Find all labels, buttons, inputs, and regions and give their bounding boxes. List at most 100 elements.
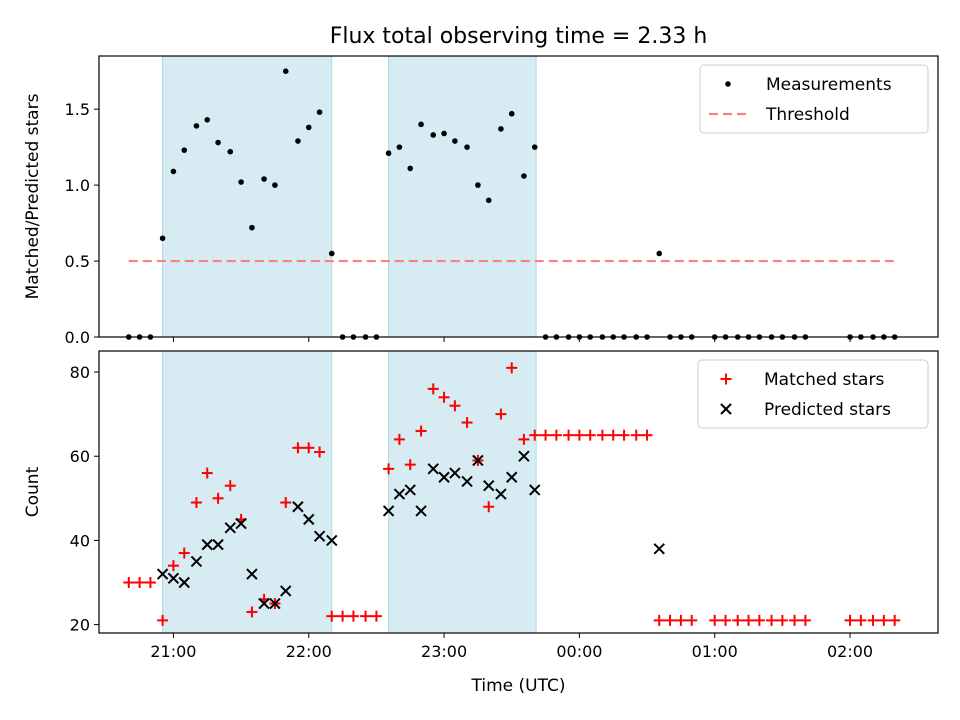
data-point: [475, 182, 481, 188]
top-panel: 0.0 0.5 1.0 1.5 Matched/Predicted stars Measu…: [23, 55, 939, 347]
data-point: [178, 576, 190, 589]
data-point: [235, 517, 247, 530]
x-tick-label: 22:00: [286, 642, 332, 661]
data-point: [201, 467, 213, 479]
data-point: [215, 139, 221, 146]
data-point: [427, 383, 439, 395]
data-point: [190, 497, 202, 509]
data-point: [732, 614, 744, 626]
data-point: [313, 530, 326, 542]
data-point: [630, 429, 642, 441]
data-point: [449, 400, 461, 412]
data-point: [201, 538, 213, 551]
data-point: [157, 614, 169, 626]
x-axis-label: Time (UTC): [471, 676, 566, 696]
data-point: [316, 109, 323, 115]
data-point: [498, 126, 504, 132]
panel1-y-tick-label: 0.5: [65, 252, 90, 271]
data-point: [314, 446, 326, 458]
data-point: [370, 610, 382, 622]
data-point: [167, 560, 179, 572]
data-point: [506, 362, 518, 374]
data-point: [653, 543, 665, 555]
data-point: [280, 585, 292, 597]
data-point-b: [506, 471, 518, 483]
data-point: [867, 614, 879, 626]
panel2-series-predicted-stars: [156, 450, 665, 610]
data-point-b: [461, 475, 473, 488]
data-point: [495, 488, 507, 500]
panel2-legend-box: [697, 359, 929, 429]
legend-label: Matched stars: [764, 370, 884, 390]
data-point: [292, 442, 304, 454]
data-point: [238, 179, 244, 185]
data-point-b: [201, 538, 213, 551]
data-point: [563, 429, 575, 441]
data-point: [303, 513, 315, 526]
data-point: [181, 147, 188, 153]
data-point: [326, 610, 338, 622]
data-point: [144, 576, 156, 588]
data-point: [212, 492, 224, 504]
legend-marker: [720, 403, 732, 415]
panel2-axes-frame: [98, 350, 939, 634]
data-point: [178, 547, 190, 559]
data-point-b: [393, 488, 406, 500]
panel1-y-tick-label: 0.0: [65, 328, 90, 347]
data-point: [641, 429, 653, 441]
data-point: [204, 116, 211, 123]
data-point: [596, 429, 608, 441]
data-point: [418, 121, 424, 128]
panel1-y-tick-label: 1.5: [65, 100, 90, 119]
panel2-shaded-interval-2: [388, 350, 537, 634]
data-point-b: [224, 522, 236, 534]
data-point: [134, 576, 146, 588]
data-point: [427, 463, 439, 475]
data-point: [246, 606, 258, 618]
legend-marker: [725, 81, 731, 87]
data-point-b: [167, 572, 180, 584]
data-point-b: [258, 597, 270, 610]
data-point: [292, 501, 304, 513]
data-point: [529, 484, 541, 496]
legend-label: Predicted stars: [764, 400, 891, 420]
panel2-y-tick-label: 20: [70, 616, 90, 635]
panel2-y-axis-label: Count: [23, 466, 43, 517]
data-point: [686, 614, 698, 626]
data-point: [483, 501, 495, 513]
data-point: [878, 614, 890, 626]
panel2-shaded-interval-1: [162, 350, 333, 634]
panel1-legend-box: [699, 64, 929, 134]
data-point: [123, 576, 135, 588]
data-point: [664, 614, 676, 626]
data-point-b: [415, 505, 427, 517]
data-point: [430, 132, 437, 138]
data-point: [844, 614, 856, 626]
data-point: [212, 538, 224, 551]
data-point: [518, 433, 530, 445]
data-point: [495, 408, 507, 420]
data-point: [461, 417, 473, 429]
data-point-b: [653, 543, 665, 555]
data-point: [360, 610, 372, 622]
data-point: [156, 568, 169, 580]
panel1-legend: Measurements Threshold: [699, 64, 929, 134]
data-point: [326, 534, 338, 547]
data-point: [550, 429, 562, 441]
data-point: [855, 614, 867, 626]
data-point: [540, 429, 552, 441]
data-point: [404, 484, 416, 496]
legend-label: Measurements: [766, 75, 892, 95]
data-point: [461, 475, 473, 488]
data-point: [193, 123, 200, 129]
data-point-b: [427, 463, 439, 475]
data-point-b: [404, 484, 416, 496]
data-point: [441, 130, 447, 137]
bottom-panel: 21:00 22:00 23:00 00:00 01:00 02:00 20 40 60 80 Co…: [23, 350, 939, 661]
data-point: [607, 429, 619, 441]
data-point-b: [156, 568, 169, 580]
data-point-b: [518, 450, 530, 462]
data-point: [529, 429, 541, 441]
x-tick-label: 23:00: [421, 642, 467, 661]
data-point: [889, 614, 901, 626]
